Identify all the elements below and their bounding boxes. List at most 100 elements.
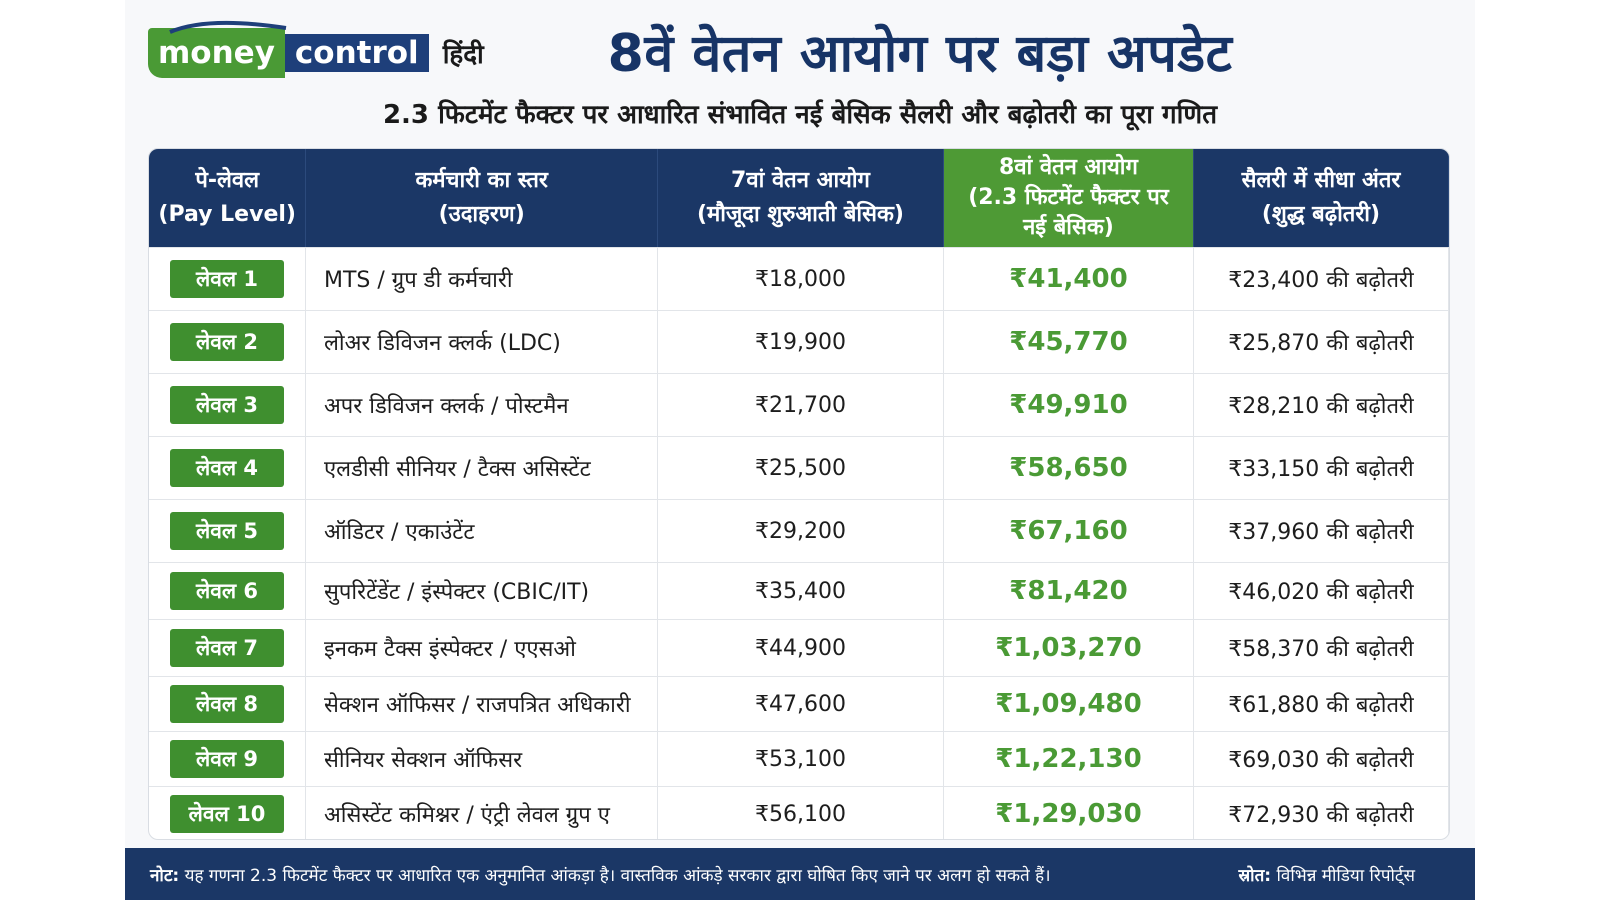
column-header-line: 7वां वेतन आयोग [731,168,870,193]
column-header-line: कर्मचारी का स्तर [415,168,548,193]
column-header-line: (Pay Level) [158,202,296,227]
difference-cell: ₹23,400 की बढ़ोतरी [1194,248,1449,310]
role-cell: सेक्शन ऑफिसर / राजपत्रित अधिकारी [306,677,658,731]
level-cell: लेवल 8 [149,677,306,731]
difference-cell: ₹28,210 की बढ़ोतरी [1194,374,1449,436]
level-cell: लेवल 5 [149,500,306,562]
old-basic-cell: ₹18,000 [658,248,944,310]
column-header-pay-level: पे-लेवल (Pay Level) [149,149,307,247]
level-badge: लेवल 8 [170,685,284,723]
column-header-line: (शुद्ध बढ़ोतरी) [1261,202,1381,227]
difference-cell: ₹58,370 की बढ़ोतरी [1194,620,1449,676]
level-badge: लेवल 3 [170,386,284,424]
table-row: लेवल 6 सुपरिटेंडेंट / इंस्पेक्टर (CBIC/IT… [149,562,1449,619]
level-cell: लेवल 9 [149,732,306,786]
level-cell: लेवल 2 [149,311,306,373]
new-basic-cell: ₹1,09,480 [944,677,1194,731]
salary-table: पे-लेवल (Pay Level) कर्मचारी का स्तर (उद… [148,148,1450,840]
note-text: यह गणना 2.3 फिटमेंट फैक्टर पर आधारित एक … [184,865,1051,886]
role-cell: ऑडिटर / एकाउंटेंट [306,500,658,562]
role-cell: सुपरिटेंडेंट / इंस्पेक्टर (CBIC/IT) [306,563,658,619]
old-basic-cell: ₹35,400 [658,563,944,619]
moneycontrol-logo: money control हिंदी [148,20,484,80]
table-row: लेवल 1 MTS / ग्रुप डी कर्मचारी ₹18,000 ₹41,… [149,247,1449,310]
difference-cell: ₹46,020 की बढ़ोतरी [1194,563,1449,619]
old-basic-cell: ₹19,900 [658,311,944,373]
level-badge: लेवल 7 [170,629,284,667]
role-cell: एलडीसी सीनियर / टैक्स असिस्टेंट [306,437,658,499]
new-basic-cell: ₹1,03,270 [944,620,1194,676]
table-row: लेवल 3 अपर डिविजन क्लर्क / पोस्टमैन ₹21,70… [149,373,1449,436]
logo-control-text: control [284,34,429,72]
level-cell: लेवल 6 [149,563,306,619]
footer-note: नोट: यह गणना 2.3 फिटमेंट फैक्टर पर आधारि… [150,863,1051,886]
old-basic-cell: ₹25,500 [658,437,944,499]
old-basic-cell: ₹29,200 [658,500,944,562]
new-basic-cell: ₹81,420 [944,563,1194,619]
level-badge: लेवल 2 [170,323,284,361]
table-row: लेवल 9 सीनियर सेक्शन ऑफिसर ₹53,100 ₹1,22,13… [149,731,1449,786]
column-header-line: (उदाहरण) [438,202,525,227]
new-basic-cell: ₹41,400 [944,248,1194,310]
old-basic-cell: ₹44,900 [658,620,944,676]
role-cell: अपर डिविजन क्लर्क / पोस्टमैन [306,374,658,436]
old-basic-cell: ₹21,700 [658,374,944,436]
column-header-difference: सैलरी में सीधा अंतर (शुद्ध बढ़ोतरी) [1194,149,1449,247]
table-body: लेवल 1 MTS / ग्रुप डी कर्मचारी ₹18,000 ₹41,… [149,247,1449,839]
page-title: 8वें वेतन आयोग पर बड़ा अपडेट [607,24,1233,84]
table-row: लेवल 8 सेक्शन ऑफिसर / राजपत्रित अधिकारी ₹4… [149,676,1449,731]
source-text: विभिन्न मीडिया रिपोर्ट्स [1276,865,1415,886]
difference-cell: ₹61,880 की बढ़ोतरी [1194,677,1449,731]
column-header-line: नई बेसिक) [1023,215,1114,240]
column-header-line: (2.3 फिटमेंट फैक्टर पर [968,185,1169,210]
new-basic-cell: ₹58,650 [944,437,1194,499]
table-row: लेवल 4 एलडीसी सीनियर / टैक्स असिस्टेंट ₹25… [149,436,1449,499]
column-header-8th-pay: 8वां वेतन आयोग (2.3 फिटमेंट फैक्टर पर नई… [943,149,1194,247]
column-header-7th-pay: 7वां वेतन आयोग (मौजूदा शुरुआती बेसिक) [658,149,944,247]
level-badge: लेवल 6 [170,572,284,610]
table-row: लेवल 7 इनकम टैक्स इंस्पेक्टर / एएसओ ₹44,90… [149,619,1449,676]
difference-cell: ₹37,960 की बढ़ोतरी [1194,500,1449,562]
level-cell: लेवल 3 [149,374,306,436]
table-row: लेवल 2 लोअर डिविजन क्लर्क (LDC) ₹19,900 ₹45… [149,310,1449,373]
level-badge: लेवल 5 [170,512,284,550]
role-cell: लोअर डिविजन क्लर्क (LDC) [306,311,658,373]
old-basic-cell: ₹47,600 [658,677,944,731]
table-row: लेवल 10 असिस्टेंट कमिश्नर / एंट्री लेवल ग… [149,786,1449,839]
role-cell: इनकम टैक्स इंस्पेक्टर / एएसओ [306,620,658,676]
table-row: लेवल 5 ऑडिटर / एकाउंटेंट ₹29,200 ₹67,160 ₹37… [149,499,1449,562]
level-cell: लेवल 10 [149,787,306,839]
level-cell: लेवल 7 [149,620,306,676]
difference-cell: ₹72,930 की बढ़ोतरी [1194,787,1449,839]
source-label: स्रोत: [1238,865,1272,886]
difference-cell: ₹25,870 की बढ़ोतरी [1194,311,1449,373]
level-badge: लेवल 9 [170,740,284,778]
footer-bar: नोट: यह गणना 2.3 फिटमेंट फैक्टर पर आधारि… [125,848,1475,900]
column-header-line: (मौजूदा शुरुआती बेसिक) [697,202,904,227]
difference-cell: ₹69,030 की बढ़ोतरी [1194,732,1449,786]
level-badge: लेवल 4 [170,449,284,487]
column-header-line: पे-लेवल [195,168,260,193]
old-basic-cell: ₹53,100 [658,732,944,786]
logo-language: हिंदी [442,40,484,70]
level-badge: लेवल 1 [170,260,284,298]
level-badge: लेवल 10 [170,795,284,833]
page-subtitle: 2.3 फिटमेंट फैक्टर पर आधारित संभावित नई … [382,100,1218,130]
logo-money-text: money [148,28,285,78]
logo-swoosh-icon [169,20,287,34]
footer-source: स्रोत: विभिन्न मीडिया रिपोर्ट्स [1239,863,1415,886]
old-basic-cell: ₹56,100 [658,787,944,839]
role-cell: असिस्टेंट कमिश्नर / एंट्री लेवल ग्रुप ए [306,787,658,839]
column-header-line: 8वां वेतन आयोग [999,155,1138,180]
table-header: पे-लेवल (Pay Level) कर्मचारी का स्तर (उद… [149,149,1449,247]
level-cell: लेवल 1 [149,248,306,310]
role-cell: सीनियर सेक्शन ऑफिसर [306,732,658,786]
new-basic-cell: ₹1,22,130 [944,732,1194,786]
role-cell: MTS / ग्रुप डी कर्मचारी [306,248,658,310]
new-basic-cell: ₹1,29,030 [944,787,1194,839]
column-header-employee-level: कर्मचारी का स्तर (उदाहरण) [306,149,659,247]
column-header-line: सैलरी में सीधा अंतर [1241,168,1401,193]
new-basic-cell: ₹45,770 [944,311,1194,373]
new-basic-cell: ₹49,910 [944,374,1194,436]
difference-cell: ₹33,150 की बढ़ोतरी [1194,437,1449,499]
